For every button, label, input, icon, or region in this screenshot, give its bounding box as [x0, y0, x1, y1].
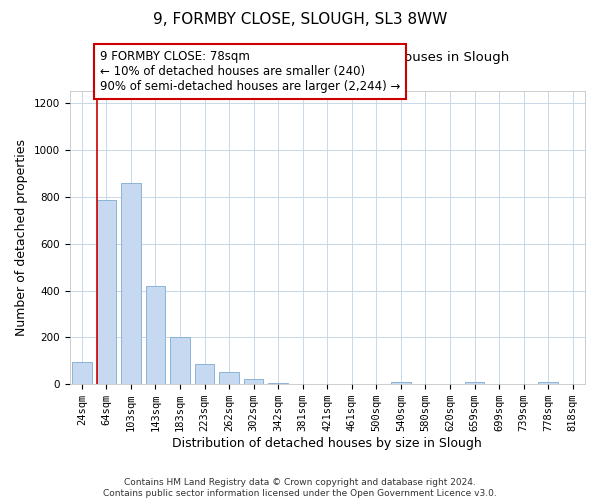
- Bar: [72, 362, 92, 384]
- Bar: [465, 382, 484, 384]
- Y-axis label: Number of detached properties: Number of detached properties: [15, 140, 28, 336]
- Text: 9 FORMBY CLOSE: 78sqm
← 10% of detached houses are smaller (240)
90% of semi-det: 9 FORMBY CLOSE: 78sqm ← 10% of detached …: [100, 50, 401, 92]
- X-axis label: Distribution of detached houses by size in Slough: Distribution of detached houses by size …: [172, 437, 482, 450]
- Bar: [170, 338, 190, 384]
- Bar: [219, 372, 239, 384]
- Text: Contains HM Land Registry data © Crown copyright and database right 2024.
Contai: Contains HM Land Registry data © Crown c…: [103, 478, 497, 498]
- Bar: [268, 383, 288, 384]
- Title: Size of property relative to detached houses in Slough: Size of property relative to detached ho…: [146, 51, 509, 64]
- Bar: [146, 286, 165, 384]
- Bar: [97, 200, 116, 384]
- Bar: [195, 364, 214, 384]
- Bar: [538, 382, 558, 384]
- Bar: [391, 382, 411, 384]
- Text: 9, FORMBY CLOSE, SLOUGH, SL3 8WW: 9, FORMBY CLOSE, SLOUGH, SL3 8WW: [153, 12, 447, 28]
- Bar: [244, 379, 263, 384]
- Bar: [121, 183, 141, 384]
